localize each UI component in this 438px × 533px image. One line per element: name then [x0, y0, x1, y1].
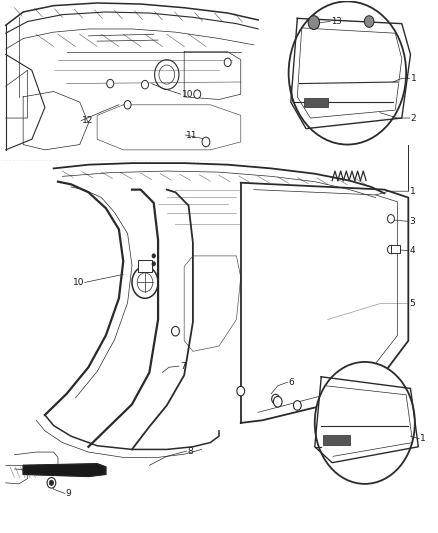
Bar — [304, 98, 328, 108]
Circle shape — [49, 480, 53, 486]
Text: 10: 10 — [182, 90, 194, 99]
Circle shape — [293, 401, 301, 410]
Text: 7: 7 — [180, 362, 186, 370]
Circle shape — [152, 254, 155, 258]
Text: 11: 11 — [186, 131, 198, 140]
Circle shape — [224, 58, 231, 67]
Bar — [138, 260, 152, 272]
Text: 6: 6 — [289, 377, 294, 386]
Bar — [391, 245, 399, 253]
Text: 10: 10 — [73, 278, 84, 287]
Circle shape — [388, 215, 394, 223]
Text: 1: 1 — [420, 434, 426, 443]
Circle shape — [388, 245, 394, 254]
Text: 3: 3 — [410, 217, 415, 226]
Circle shape — [107, 79, 114, 88]
Polygon shape — [23, 464, 106, 477]
Circle shape — [289, 2, 406, 144]
Circle shape — [141, 80, 148, 89]
Text: 8: 8 — [187, 447, 194, 456]
Text: 12: 12 — [82, 116, 93, 125]
Text: 4: 4 — [410, 246, 415, 255]
Circle shape — [315, 362, 415, 484]
Circle shape — [194, 90, 201, 99]
Circle shape — [273, 397, 282, 407]
Text: 1: 1 — [410, 74, 416, 83]
Circle shape — [364, 15, 374, 27]
Text: 13: 13 — [331, 17, 342, 26]
Bar — [323, 435, 350, 445]
Text: 2: 2 — [410, 114, 416, 123]
Circle shape — [172, 326, 180, 336]
Text: 9: 9 — [66, 489, 71, 498]
Circle shape — [272, 394, 279, 404]
Text: 5: 5 — [410, 299, 415, 308]
Text: 1: 1 — [410, 187, 415, 196]
Circle shape — [308, 15, 320, 29]
Circle shape — [202, 137, 210, 147]
Circle shape — [152, 262, 155, 266]
Circle shape — [124, 101, 131, 109]
Circle shape — [237, 386, 245, 396]
Circle shape — [47, 478, 56, 488]
